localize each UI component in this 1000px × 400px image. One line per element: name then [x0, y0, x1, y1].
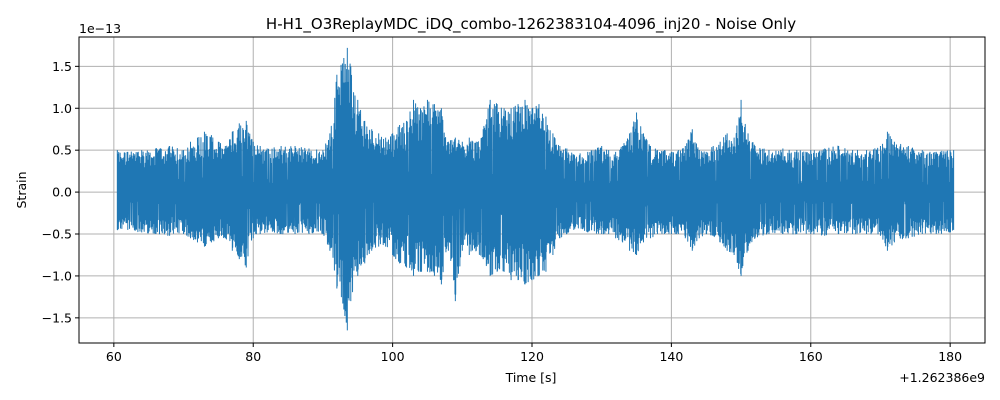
x-tick-label: 120 [520, 349, 544, 364]
y-tick-label: −1.5 [42, 310, 72, 325]
y-tick-label: 1.0 [52, 101, 72, 116]
strain-series-line [116, 47, 955, 331]
chart-title: H-H1_O3ReplayMDC_iDQ_combo-1262383104-40… [266, 15, 796, 34]
y-tick-label: 0.0 [52, 185, 72, 200]
x-axis-title: Time [s] [505, 370, 557, 385]
y-tick-label: 0.5 [52, 143, 72, 158]
x-offset-label: +1.262386e9 [899, 370, 985, 385]
x-tick-label: 100 [381, 349, 405, 364]
y-tick-label: −0.5 [42, 227, 72, 242]
x-tick-label: 180 [938, 349, 962, 364]
x-axis: 60 80 100 120 140 160 180 [106, 343, 962, 364]
y-axis-title: Strain [14, 171, 29, 208]
y-scale-label: 1e−13 [79, 21, 121, 36]
y-tick-label: 1.5 [52, 59, 72, 74]
x-tick-label: 80 [245, 349, 261, 364]
y-tick-label: −1.0 [42, 268, 72, 283]
x-tick-label: 60 [106, 349, 122, 364]
series-layer [116, 47, 955, 331]
y-axis: −1.5 −1.0 −0.5 0.0 0.5 1.0 1.5 [42, 59, 79, 325]
x-tick-label: 160 [799, 349, 823, 364]
x-tick-label: 140 [659, 349, 683, 364]
plot-area [78, 36, 986, 344]
